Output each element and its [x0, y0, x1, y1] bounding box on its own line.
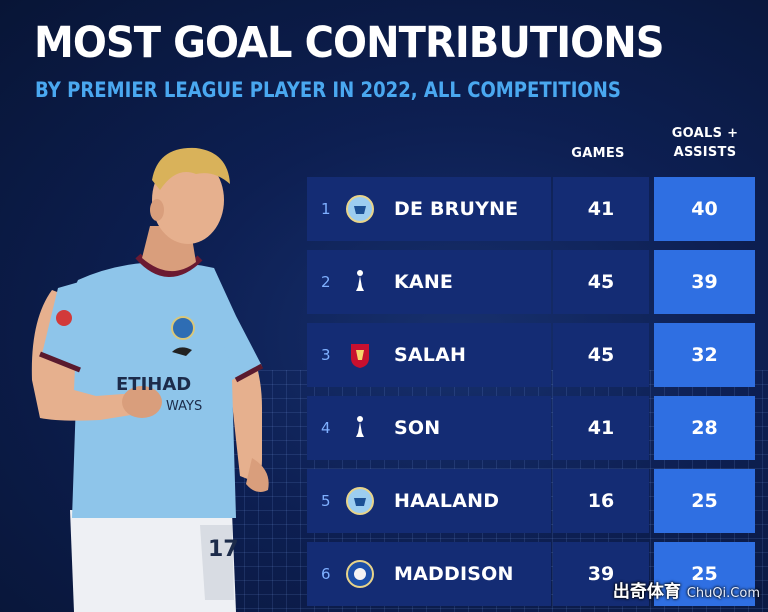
table-row: 6 MADDISON 39 25 — [307, 542, 755, 606]
shorts-number: 17 — [208, 537, 239, 562]
goal-contributions-value: 25 — [691, 490, 718, 512]
games-value: 39 — [587, 563, 615, 585]
column-header-goals-assists: GOALS + ASSISTS — [655, 124, 755, 162]
player-name: SON — [394, 417, 441, 439]
goal-contributions-value: 40 — [691, 198, 718, 220]
shirt-sponsor-text-2: WAYS — [166, 399, 202, 414]
rank-number: 5 — [321, 492, 331, 510]
goal-contributions-value: 25 — [691, 563, 718, 585]
games-value: 41 — [587, 417, 615, 439]
watermark: 出奇体育 ChuQi.Com — [613, 577, 760, 602]
liverpool-badge-icon — [351, 344, 369, 368]
player-cell: 5 HAALAND — [307, 469, 551, 533]
goal-contributions-value: 28 — [691, 417, 718, 439]
shirt-sponsor-text: ETIHAD — [116, 374, 191, 395]
column-header-assists-line: ASSISTS — [673, 145, 737, 160]
games-value: 45 — [587, 271, 615, 293]
rank-number: 6 — [321, 565, 331, 583]
rank-number: 3 — [321, 346, 331, 364]
goal-contributions-cell: 32 — [654, 323, 755, 387]
table-row: 3 SALAH 45 32 — [307, 323, 755, 387]
player-name: MADDISON — [394, 563, 514, 585]
player-name: KANE — [394, 271, 454, 293]
table-row: 2 KANE 45 39 — [307, 250, 755, 314]
tottenham-badge-icon — [356, 416, 364, 437]
player-cell: 6 MADDISON — [307, 542, 551, 606]
rank-number: 2 — [321, 273, 331, 291]
goal-contributions-cell: 28 — [654, 396, 755, 460]
games-value: 45 — [587, 344, 615, 366]
rank-number: 4 — [321, 419, 331, 437]
watermark-brand: 出奇体育 — [612, 582, 681, 602]
column-header-goals-line: GOALS + — [671, 126, 739, 141]
manchester-city-badge-icon — [346, 487, 374, 515]
player-cell: 3 SALAH — [307, 323, 551, 387]
goal-contributions-cell: 39 — [654, 250, 755, 314]
goal-contributions-cell: 25 — [654, 542, 755, 606]
table-row: 4 SON 41 28 — [307, 396, 755, 460]
goal-contributions-cell: 40 — [654, 177, 755, 241]
player-cell: 1 DE BRUYNE — [307, 177, 551, 241]
table-row: 5 HAALAND 16 25 — [307, 469, 755, 533]
player-name: HAALAND — [394, 490, 500, 512]
goal-contributions-value: 39 — [691, 271, 718, 293]
watermark-site: ChuQi.Com — [686, 586, 760, 601]
games-cell: 39 — [553, 542, 649, 606]
page-subtitle: BY PREMIER LEAGUE PLAYER IN 2022, ALL CO… — [35, 78, 621, 102]
games-cell: 45 — [553, 323, 649, 387]
leicester-badge-icon — [346, 560, 374, 588]
rank-number: 1 — [321, 200, 331, 218]
column-header-games: GAMES — [571, 146, 625, 161]
goal-contributions-value: 32 — [691, 344, 718, 366]
manchester-city-badge-icon — [346, 195, 374, 223]
player-cell: 2 KANE — [307, 250, 551, 314]
games-cell: 41 — [553, 396, 649, 460]
games-value: 16 — [587, 490, 615, 512]
player-cell: 4 SON — [307, 396, 551, 460]
tottenham-badge-icon — [356, 270, 364, 291]
player-name: DE BRUYNE — [394, 198, 519, 220]
games-cell: 16 — [553, 469, 649, 533]
games-cell: 45 — [553, 250, 649, 314]
goal-contributions-cell: 25 — [654, 469, 755, 533]
games-value: 41 — [587, 198, 615, 220]
page-title: MOST GOAL CONTRIBUTIONS — [34, 18, 665, 68]
player-name: SALAH — [394, 344, 467, 366]
table-row: 1 DE BRUYNE 41 40 — [307, 177, 755, 241]
player-photo: ETIHAD WAYS 17 — [31, 147, 269, 612]
games-cell: 41 — [553, 177, 649, 241]
